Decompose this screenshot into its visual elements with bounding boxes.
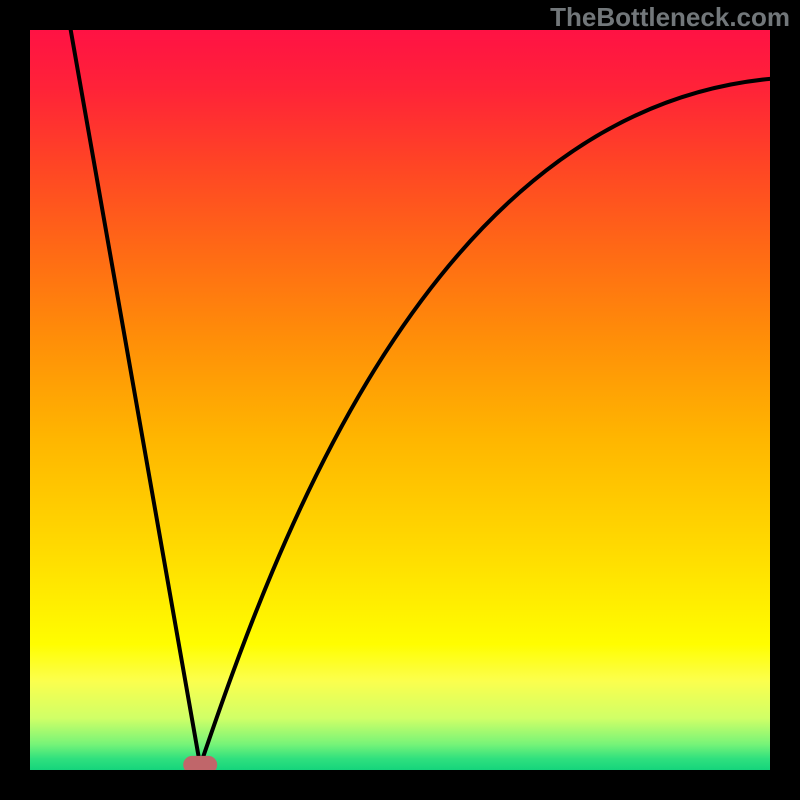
attribution-text: TheBottleneck.com (550, 2, 790, 33)
bottleneck-chart (0, 0, 800, 800)
plot-background (30, 30, 770, 770)
chart-stage: TheBottleneck.com (0, 0, 800, 800)
